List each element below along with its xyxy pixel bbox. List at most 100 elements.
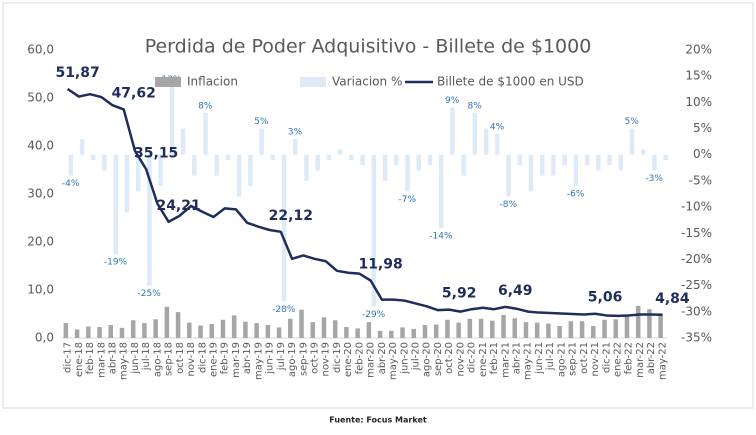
- bar: [573, 154, 579, 187]
- x-tick-label: feb-21: [489, 342, 500, 374]
- x-tick-label: oct-18: [175, 342, 186, 374]
- bar: [299, 309, 304, 338]
- data-label: 6,49: [498, 283, 533, 299]
- data-label: 3%: [288, 128, 303, 138]
- data-label: 47,62: [112, 85, 156, 101]
- bar: [539, 154, 545, 176]
- legend-label: Billete de $1000 en USD: [437, 75, 584, 89]
- x-tick-label: ago-19: [287, 342, 298, 377]
- bar: [635, 305, 641, 338]
- x-tick-label: feb-20: [354, 342, 365, 374]
- bar: [254, 323, 259, 338]
- data-label: 35,15: [134, 145, 178, 161]
- bar: [562, 154, 567, 166]
- source: Fuente: Focus Market: [329, 416, 427, 425]
- y-tick-label: 0,0: [35, 331, 54, 345]
- x-tick-label: abr-22: [646, 342, 657, 374]
- y-tick-label: 50,0: [27, 91, 54, 105]
- bar: [225, 154, 231, 160]
- x-tick-label: feb-18: [85, 342, 96, 374]
- line: [66, 87, 663, 318]
- x-tick-label: oct-20: [444, 342, 455, 374]
- bar: [618, 154, 623, 171]
- chart-title: Perdida de Poder Adquisitivo - Billete d…: [145, 36, 592, 58]
- y2-tick-label: -30%: [681, 304, 712, 318]
- bar: [416, 154, 421, 171]
- bar: [512, 318, 517, 338]
- y2-tick-label: 10%: [685, 95, 712, 109]
- legend-swatch: [155, 77, 181, 87]
- x-tick-label: dic-18: [197, 342, 208, 373]
- bar: [483, 128, 489, 155]
- data-label: 8%: [198, 101, 213, 111]
- legend-label: Variacion %: [332, 75, 402, 89]
- x-tick-label: dic-17: [63, 342, 74, 373]
- x-tick-label: sep-19: [298, 342, 309, 376]
- data-label: 11,98: [358, 256, 402, 272]
- bar: [281, 154, 287, 302]
- bar: [124, 154, 130, 213]
- y2-tick-label: 5%: [693, 121, 712, 135]
- bar: [355, 328, 360, 338]
- bar: [433, 324, 439, 338]
- bar: [551, 154, 556, 176]
- y-tick-label: 60,0: [27, 43, 54, 57]
- bar: [602, 319, 607, 338]
- data-label: -8%: [500, 200, 518, 210]
- x-tick-label: feb-19: [220, 342, 231, 374]
- bar: [209, 324, 214, 338]
- bar: [456, 322, 461, 338]
- bar: [135, 154, 141, 192]
- bar: [366, 322, 372, 338]
- bar: [119, 327, 125, 338]
- x-tick-label: nov-21: [590, 342, 601, 376]
- legend-swatch: [300, 77, 326, 87]
- x-tick-label: jun-19: [265, 342, 276, 375]
- x-tick-label: dic-19: [332, 342, 343, 373]
- data-label: -3%: [645, 174, 663, 184]
- y2-tick-label: 20%: [685, 43, 712, 57]
- bar: [647, 309, 652, 338]
- data-label: 9%: [445, 96, 460, 106]
- bar: [411, 328, 416, 338]
- bar: [422, 325, 428, 338]
- bar: [288, 318, 293, 338]
- x-tick-label: may-18: [119, 342, 130, 380]
- y2-tick-label: -20%: [681, 252, 712, 266]
- data-label: 5%: [625, 117, 640, 127]
- data-label: 4,84: [655, 291, 690, 307]
- bar: [169, 86, 175, 155]
- bar: [501, 314, 506, 338]
- x-tick-label: jul-21: [545, 342, 556, 371]
- bar: [568, 321, 574, 338]
- bar: [326, 154, 332, 160]
- x-tick-label: abr-19: [242, 342, 253, 374]
- data-label: 22,12: [269, 208, 313, 224]
- x-tick-label: feb-22: [624, 342, 635, 374]
- bar: [382, 154, 388, 181]
- data-label: 5,06: [588, 290, 623, 306]
- bar: [478, 318, 484, 338]
- bar: [248, 154, 253, 187]
- bar: [192, 154, 197, 176]
- y-tick-label: 40,0: [27, 139, 54, 153]
- bar: [394, 154, 399, 166]
- bar: [438, 154, 444, 229]
- bar: [344, 326, 349, 338]
- data-label: 5%: [254, 117, 269, 127]
- bar: [467, 318, 473, 338]
- data-label: -29%: [362, 310, 386, 320]
- bar: [557, 326, 562, 338]
- bar: [528, 154, 534, 192]
- data-label: 8%: [467, 101, 482, 111]
- bar: [203, 112, 208, 155]
- bar: [270, 154, 276, 160]
- x-tick-label: nov-19: [321, 342, 332, 376]
- y2-tick-label: -15%: [681, 226, 712, 240]
- bar: [450, 107, 455, 155]
- x-tick-label: dic-20: [467, 342, 478, 373]
- x-tick-label: ene-19: [209, 342, 220, 377]
- data-label: -4%: [62, 179, 80, 189]
- x-tick-label: mar-20: [366, 342, 377, 378]
